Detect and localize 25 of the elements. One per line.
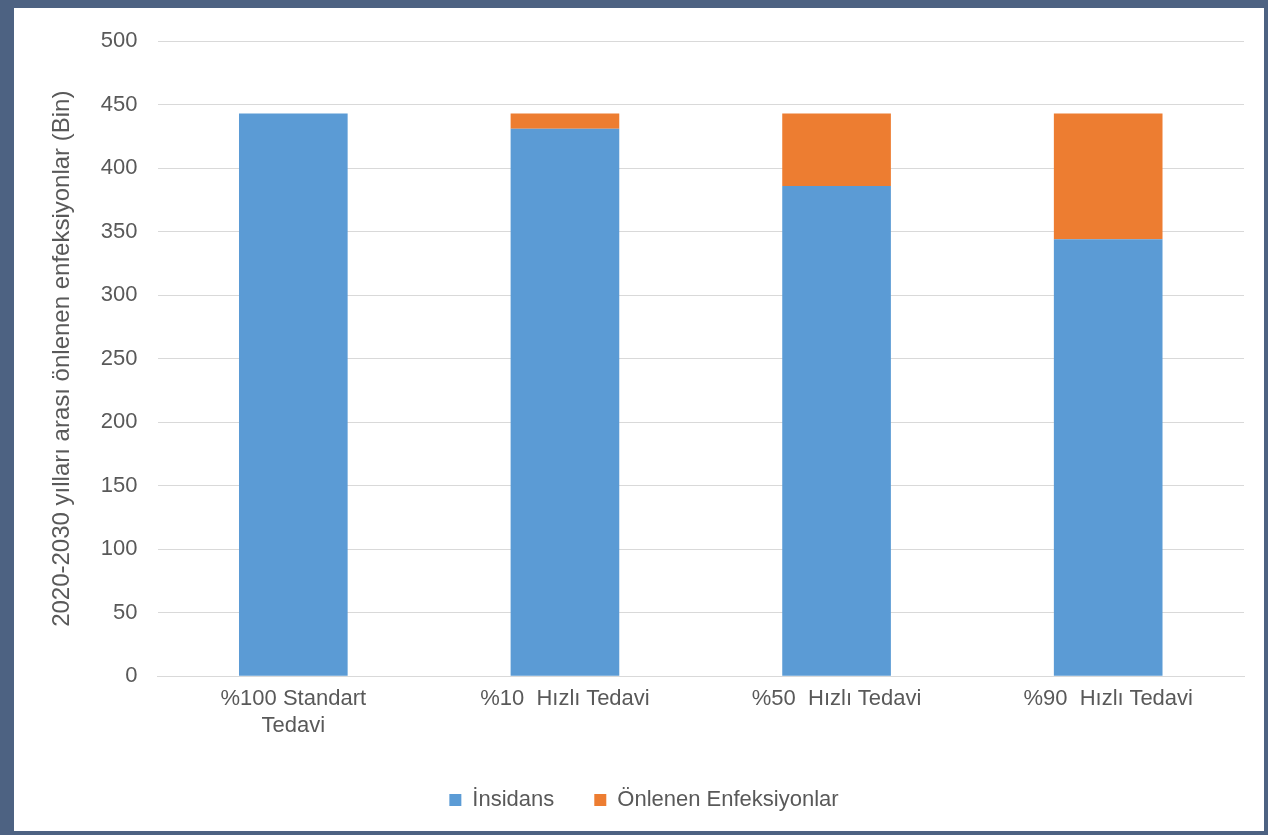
y-tick-label: 350 bbox=[100, 217, 138, 243]
y-tick-label: 250 bbox=[100, 344, 138, 370]
bar bbox=[1053, 113, 1163, 240]
bar bbox=[238, 113, 348, 676]
y-tick-label: 100 bbox=[100, 535, 138, 561]
y-tick-label: 200 bbox=[100, 408, 138, 434]
x-tick-label: %100 Standart Tedavi bbox=[220, 685, 367, 737]
y-tick-label: 450 bbox=[100, 90, 138, 116]
bar bbox=[782, 113, 891, 186]
x-tick-label: %50 Hızlı Tedavi bbox=[751, 685, 922, 711]
y-axis-title: 2020-2030 yılları arası önlenen enfeksiyonlar (Bin) bbox=[47, 90, 75, 627]
y-tick-label: 50 bbox=[113, 598, 138, 624]
y-tick-label: 500 bbox=[100, 27, 138, 53]
x-tick-label: %10 Hızlı Tedavi bbox=[480, 685, 650, 711]
y-tick-label: 0 bbox=[125, 662, 138, 688]
x-tick-label: %90 Hızlı Tedavi bbox=[1023, 685, 1193, 711]
y-tick-label: 300 bbox=[100, 281, 138, 307]
bar bbox=[782, 185, 891, 676]
bar bbox=[510, 113, 620, 129]
y-tick-label: 150 bbox=[100, 471, 138, 497]
y-tick-label: 400 bbox=[100, 154, 138, 180]
bar bbox=[510, 128, 620, 676]
bar bbox=[1053, 239, 1163, 676]
legend-label: İnsidans bbox=[472, 786, 555, 812]
legend-label: Önlenen Enfeksiyonlar bbox=[617, 786, 839, 812]
